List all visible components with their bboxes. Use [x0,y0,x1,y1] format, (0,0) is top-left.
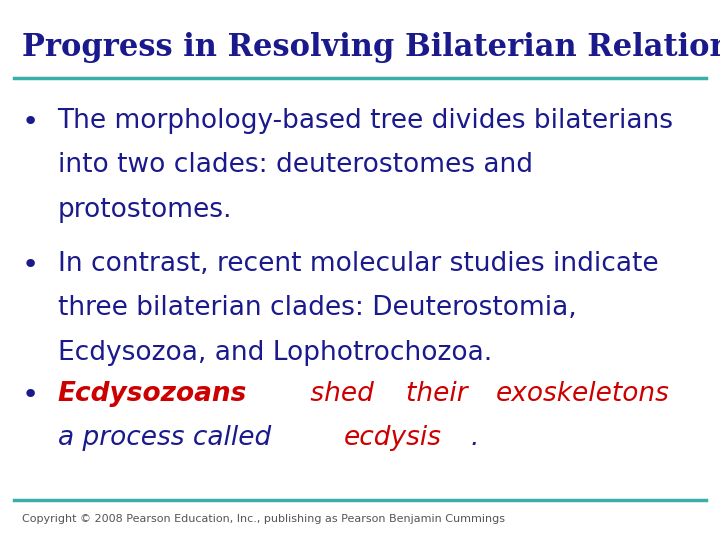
Text: Copyright © 2008 Pearson Education, Inc., publishing as Pearson Benjamin Cumming: Copyright © 2008 Pearson Education, Inc.… [22,514,505,524]
Text: Ecdysozoans: Ecdysozoans [58,381,247,407]
Text: •: • [22,381,39,409]
Text: exoskeletons: exoskeletons [496,381,670,407]
Text: •: • [22,108,39,136]
Text: three bilaterian clades: Deuterostomia,: three bilaterian clades: Deuterostomia, [58,295,576,321]
Text: their: their [405,381,475,407]
Text: The morphology-based tree divides bilaterians: The morphology-based tree divides bilate… [58,108,674,134]
Text: In contrast, recent molecular studies indicate: In contrast, recent molecular studies in… [58,251,658,277]
Text: .: . [470,425,478,451]
Text: ecdysis: ecdysis [343,425,441,451]
Text: •: • [22,251,39,279]
Text: Progress in Resolving Bilaterian Relationships: Progress in Resolving Bilaterian Relatio… [22,32,720,63]
Text: Ecdysozoa, and Lophotrochozoa.: Ecdysozoa, and Lophotrochozoa. [58,340,492,366]
Text: a process called: a process called [58,425,279,451]
Text: into two clades: deuterostomes and: into two clades: deuterostomes and [58,152,533,178]
Text: protostomes.: protostomes. [58,197,232,222]
Text: shed: shed [302,381,382,407]
